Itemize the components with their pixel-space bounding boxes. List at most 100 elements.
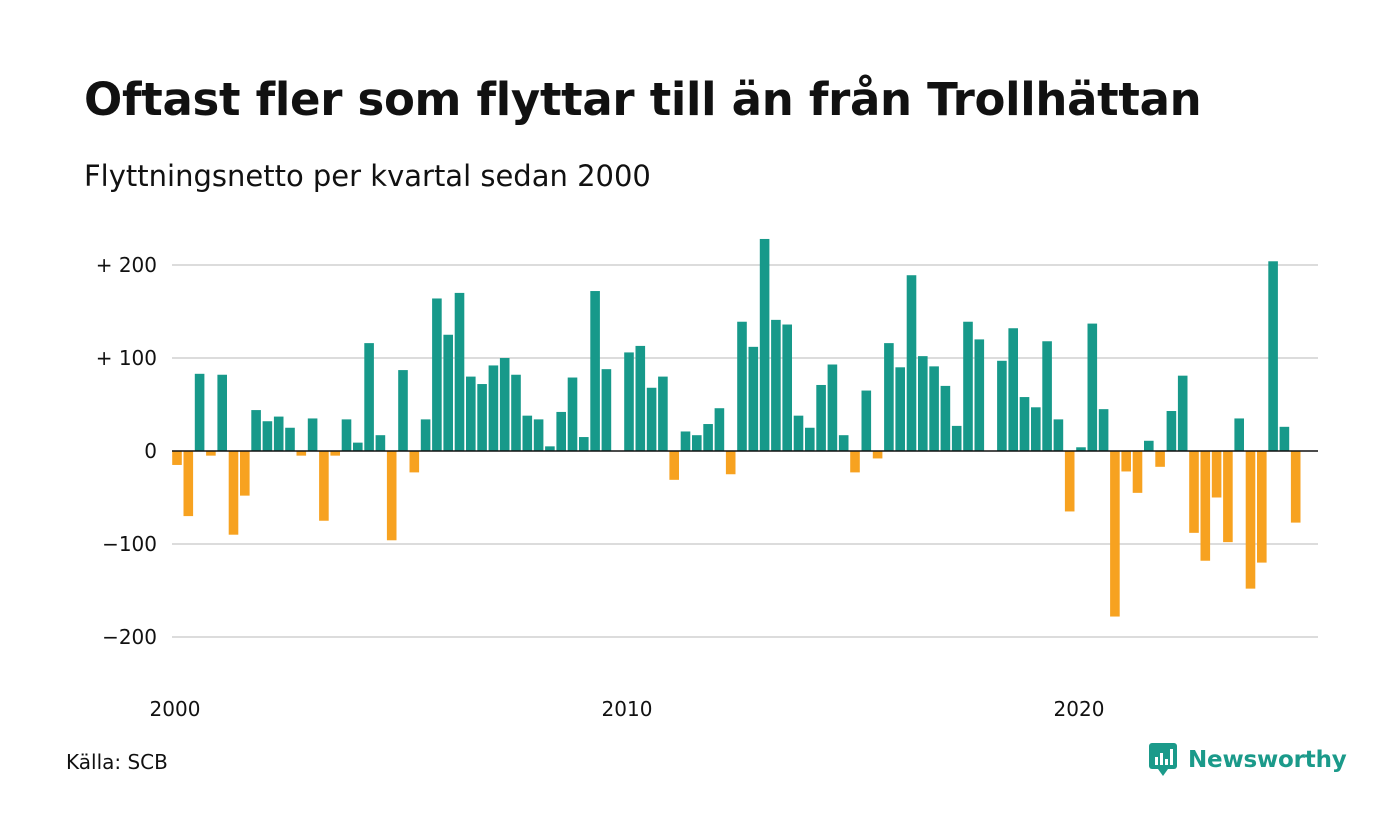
bar-2004-q3 — [375, 435, 386, 451]
chart-subtitle: Flyttningsnetto per kvartal sedan 2000 — [84, 159, 651, 193]
newsworthy-logo-icon — [1149, 743, 1177, 776]
bar-2014-q4 — [838, 435, 849, 451]
bar-2021-q2 — [1132, 451, 1143, 493]
brand-name: Newsworthy — [1188, 747, 1347, 773]
bar-2022-q4 — [1200, 451, 1211, 561]
bar-2016-q4 — [929, 366, 939, 451]
bar-2019-q3 — [1053, 419, 1064, 451]
bar-2018-q3 — [1008, 328, 1018, 451]
bar-2020-q2 — [1087, 323, 1098, 451]
bar-2022-q1 — [1166, 411, 1177, 451]
y-tick-label: + 100 — [96, 346, 157, 370]
bar-2024-q3 — [1279, 426, 1290, 451]
bar-2001-q1 — [217, 374, 227, 451]
bar-2013-q1 — [759, 238, 770, 451]
bar-2020-q4 — [1110, 451, 1120, 617]
bar-2001-q2 — [228, 451, 239, 535]
bar-2011-q2 — [680, 431, 691, 451]
bar-2000-q4 — [206, 451, 216, 456]
source-note: Källa: SCB — [66, 750, 168, 774]
bar-2011-q1 — [669, 451, 679, 480]
bar-2002-q4 — [296, 451, 307, 456]
bar-2018-q2 — [997, 360, 1007, 451]
bar-2020-q3 — [1098, 409, 1109, 451]
x-tick-label: 2000 — [150, 697, 201, 721]
bar-2018-q4 — [1019, 397, 1030, 451]
bar-2013-q3 — [782, 324, 792, 451]
bar-2008-q1 — [533, 419, 544, 451]
bar-2002-q2 — [273, 416, 284, 451]
bar-2024-q4 — [1290, 451, 1301, 523]
bar-2023-q4 — [1245, 451, 1256, 589]
bar-2004-q2 — [364, 343, 374, 451]
bar-2013-q2 — [771, 319, 781, 451]
bar-2019-q4 — [1064, 451, 1075, 512]
y-tick-label: −100 — [102, 532, 157, 556]
bar-2001-q3 — [240, 451, 250, 496]
bar-2007-q3 — [511, 374, 521, 451]
bar-2007-q4 — [522, 415, 533, 451]
bar-2023-q1 — [1211, 451, 1222, 498]
bar-2021-q4 — [1155, 451, 1165, 467]
bar-2007-q1 — [488, 365, 499, 451]
bar-2009-q1 — [579, 437, 589, 451]
bar-2012-q2 — [725, 451, 736, 475]
bar-2011-q3 — [692, 435, 702, 451]
bar-2010-q3 — [646, 387, 657, 451]
brand-logo: Newsworthy — [1148, 742, 1347, 778]
bar-2020-q1 — [1076, 447, 1086, 451]
bar-2014-q3 — [827, 364, 838, 451]
bar-2015-q1 — [850, 451, 860, 473]
bar-2012-q3 — [737, 321, 747, 451]
bar-2016-q3 — [918, 356, 928, 451]
bar-2013-q4 — [793, 415, 804, 451]
bar-2004-q1 — [353, 442, 363, 451]
bar-2014-q2 — [816, 384, 826, 451]
bar-2010-q1 — [624, 352, 634, 451]
bar-2003-q1 — [307, 418, 318, 451]
bar-2010-q2 — [635, 345, 646, 451]
y-axis-ticks: + 200 + 100 0 −100 −200 — [96, 253, 157, 649]
bar-2003-q4 — [341, 419, 352, 451]
bar-2019-q2 — [1042, 341, 1052, 451]
grid-lines — [172, 264, 1318, 638]
bar-2008-q2 — [545, 446, 555, 451]
bar-2006-q1 — [443, 334, 453, 451]
bar-2006-q3 — [466, 376, 476, 451]
bar-2022-q2 — [1177, 375, 1188, 451]
x-tick-label: 2020 — [1054, 697, 1105, 721]
bar-2017-q1 — [940, 385, 951, 451]
bar-2016-q2 — [906, 275, 917, 451]
bar-2005-q1 — [398, 370, 408, 451]
bar-2007-q2 — [499, 358, 510, 451]
bar-2012-q4 — [748, 346, 759, 451]
bar-2015-q2 — [861, 390, 872, 451]
bar-2024-q1 — [1257, 451, 1267, 563]
bar-2005-q3 — [420, 419, 431, 451]
bar-2016-q1 — [895, 367, 905, 451]
bar-2021-q1 — [1121, 451, 1131, 472]
bar-2002-q1 — [262, 421, 273, 451]
bar-2010-q4 — [658, 376, 668, 451]
bar-2021-q3 — [1144, 440, 1154, 451]
bar-2017-q4 — [974, 339, 985, 451]
y-tick-label: −200 — [102, 625, 157, 649]
bar-2009-q3 — [601, 369, 612, 451]
bar-2003-q3 — [330, 451, 340, 456]
bar-2011-q4 — [703, 424, 713, 451]
bar-2001-q4 — [251, 410, 261, 451]
chart-title: Oftast fler som flyttar till än från Tro… — [84, 73, 1202, 126]
bar-2008-q3 — [556, 411, 566, 451]
x-axis-ticks: 2000 2010 2020 — [150, 697, 1105, 721]
bar-2000-q1 — [172, 451, 182, 465]
bar-2005-q4 — [432, 298, 442, 451]
bar-2006-q4 — [477, 384, 487, 451]
bar-2017-q3 — [963, 321, 973, 451]
bar-2008-q4 — [567, 377, 578, 451]
bar-2023-q2 — [1223, 451, 1233, 543]
bar-2015-q3 — [872, 451, 883, 459]
bar-2024-q2 — [1268, 261, 1278, 451]
bar-2009-q2 — [590, 291, 600, 451]
bar-2017-q2 — [951, 425, 962, 451]
